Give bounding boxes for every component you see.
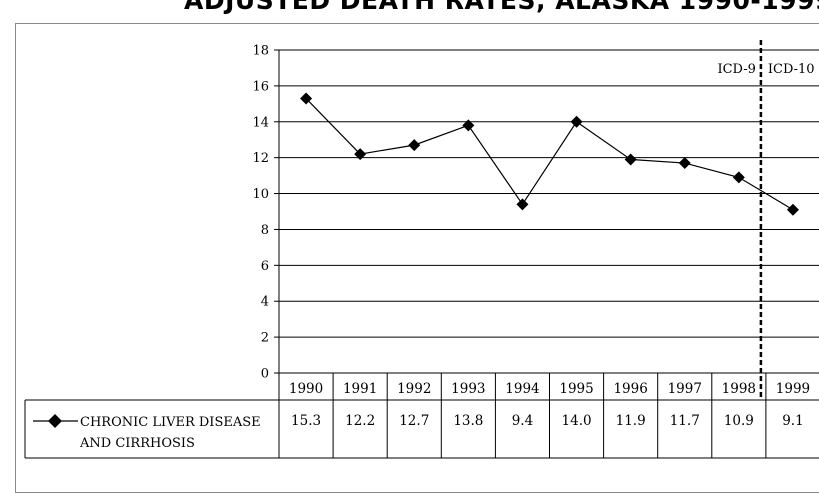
x-category-label: 1992 [397, 381, 431, 397]
x-category-label: 1997 [668, 381, 702, 397]
y-tick-label: 2 [261, 331, 269, 346]
series-name-line-2: AND CIRRHOSIS [79, 436, 195, 451]
x-category-label: 1993 [451, 381, 485, 397]
line-chart: 0 2 4 6 8 10 12 14 16 18 1990 15.3 1991 12.2 1992 12.7… [24, 40, 819, 459]
series-line-path [305, 98, 794, 211]
data-table-value: 15.3 [291, 413, 321, 429]
series-line [300, 92, 799, 216]
data-point-marker [732, 171, 745, 184]
icd-10-label: ICD-10 [768, 62, 815, 77]
y-tick-label: 18 [252, 44, 269, 59]
data-point-marker [354, 148, 367, 161]
icd-9-label: ICD-9 [717, 62, 755, 77]
data-point-marker [408, 139, 421, 152]
y-tick-label: 4 [261, 295, 269, 310]
data-table-value: 12.7 [399, 413, 429, 429]
data-table-value: 13.8 [453, 413, 483, 429]
y-tick-label: 10 [252, 187, 269, 202]
data-table-value: 9.1 [782, 413, 803, 429]
data-table-value: 10.9 [724, 413, 754, 429]
x-category-label: 1990 [289, 381, 323, 397]
data-point-marker [300, 92, 313, 105]
y-tick-label: 0 [261, 367, 269, 382]
data-point-marker [462, 119, 475, 132]
x-category-label: 1998 [722, 381, 756, 397]
data-point-marker [624, 153, 637, 166]
x-category-label: 1999 [776, 381, 810, 397]
data-table: 1990 15.3 1991 12.2 1992 12.7 1993 13.8 1994 9.4 1… [24, 373, 819, 459]
x-category-label: 1994 [505, 381, 539, 397]
chart-title: ADJUSTED DEATH RATES, ALASKA 1990-1999 [184, 0, 819, 15]
y-tick-label: 8 [261, 223, 269, 238]
x-category-label: 1991 [343, 381, 377, 397]
data-table-value: 12.2 [345, 413, 375, 429]
data-table-value: 14.0 [562, 413, 592, 429]
y-tick-label: 16 [252, 79, 269, 94]
data-point-marker [516, 198, 529, 211]
y-axis: 0 2 4 6 8 10 12 14 16 18 [252, 44, 280, 458]
y-tick-label: 6 [261, 259, 269, 274]
data-table-value: 11.7 [670, 413, 700, 429]
data-table-value: 11.9 [616, 413, 646, 429]
x-category-label: 1996 [613, 381, 647, 397]
y-tick-label: 14 [252, 115, 269, 130]
x-category-label: 1995 [559, 381, 593, 397]
annotations: ICD-9 ICD-10 [717, 62, 814, 77]
data-point-marker [786, 203, 799, 216]
data-point-marker [678, 157, 691, 170]
series-name-line-1: CHRONIC LIVER DISEASE [80, 415, 261, 430]
gridlines [279, 49, 819, 374]
legend-marker [48, 414, 62, 428]
y-tick-label: 12 [252, 151, 269, 166]
data-point-marker [570, 115, 583, 128]
data-table-value: 9.4 [512, 413, 533, 429]
